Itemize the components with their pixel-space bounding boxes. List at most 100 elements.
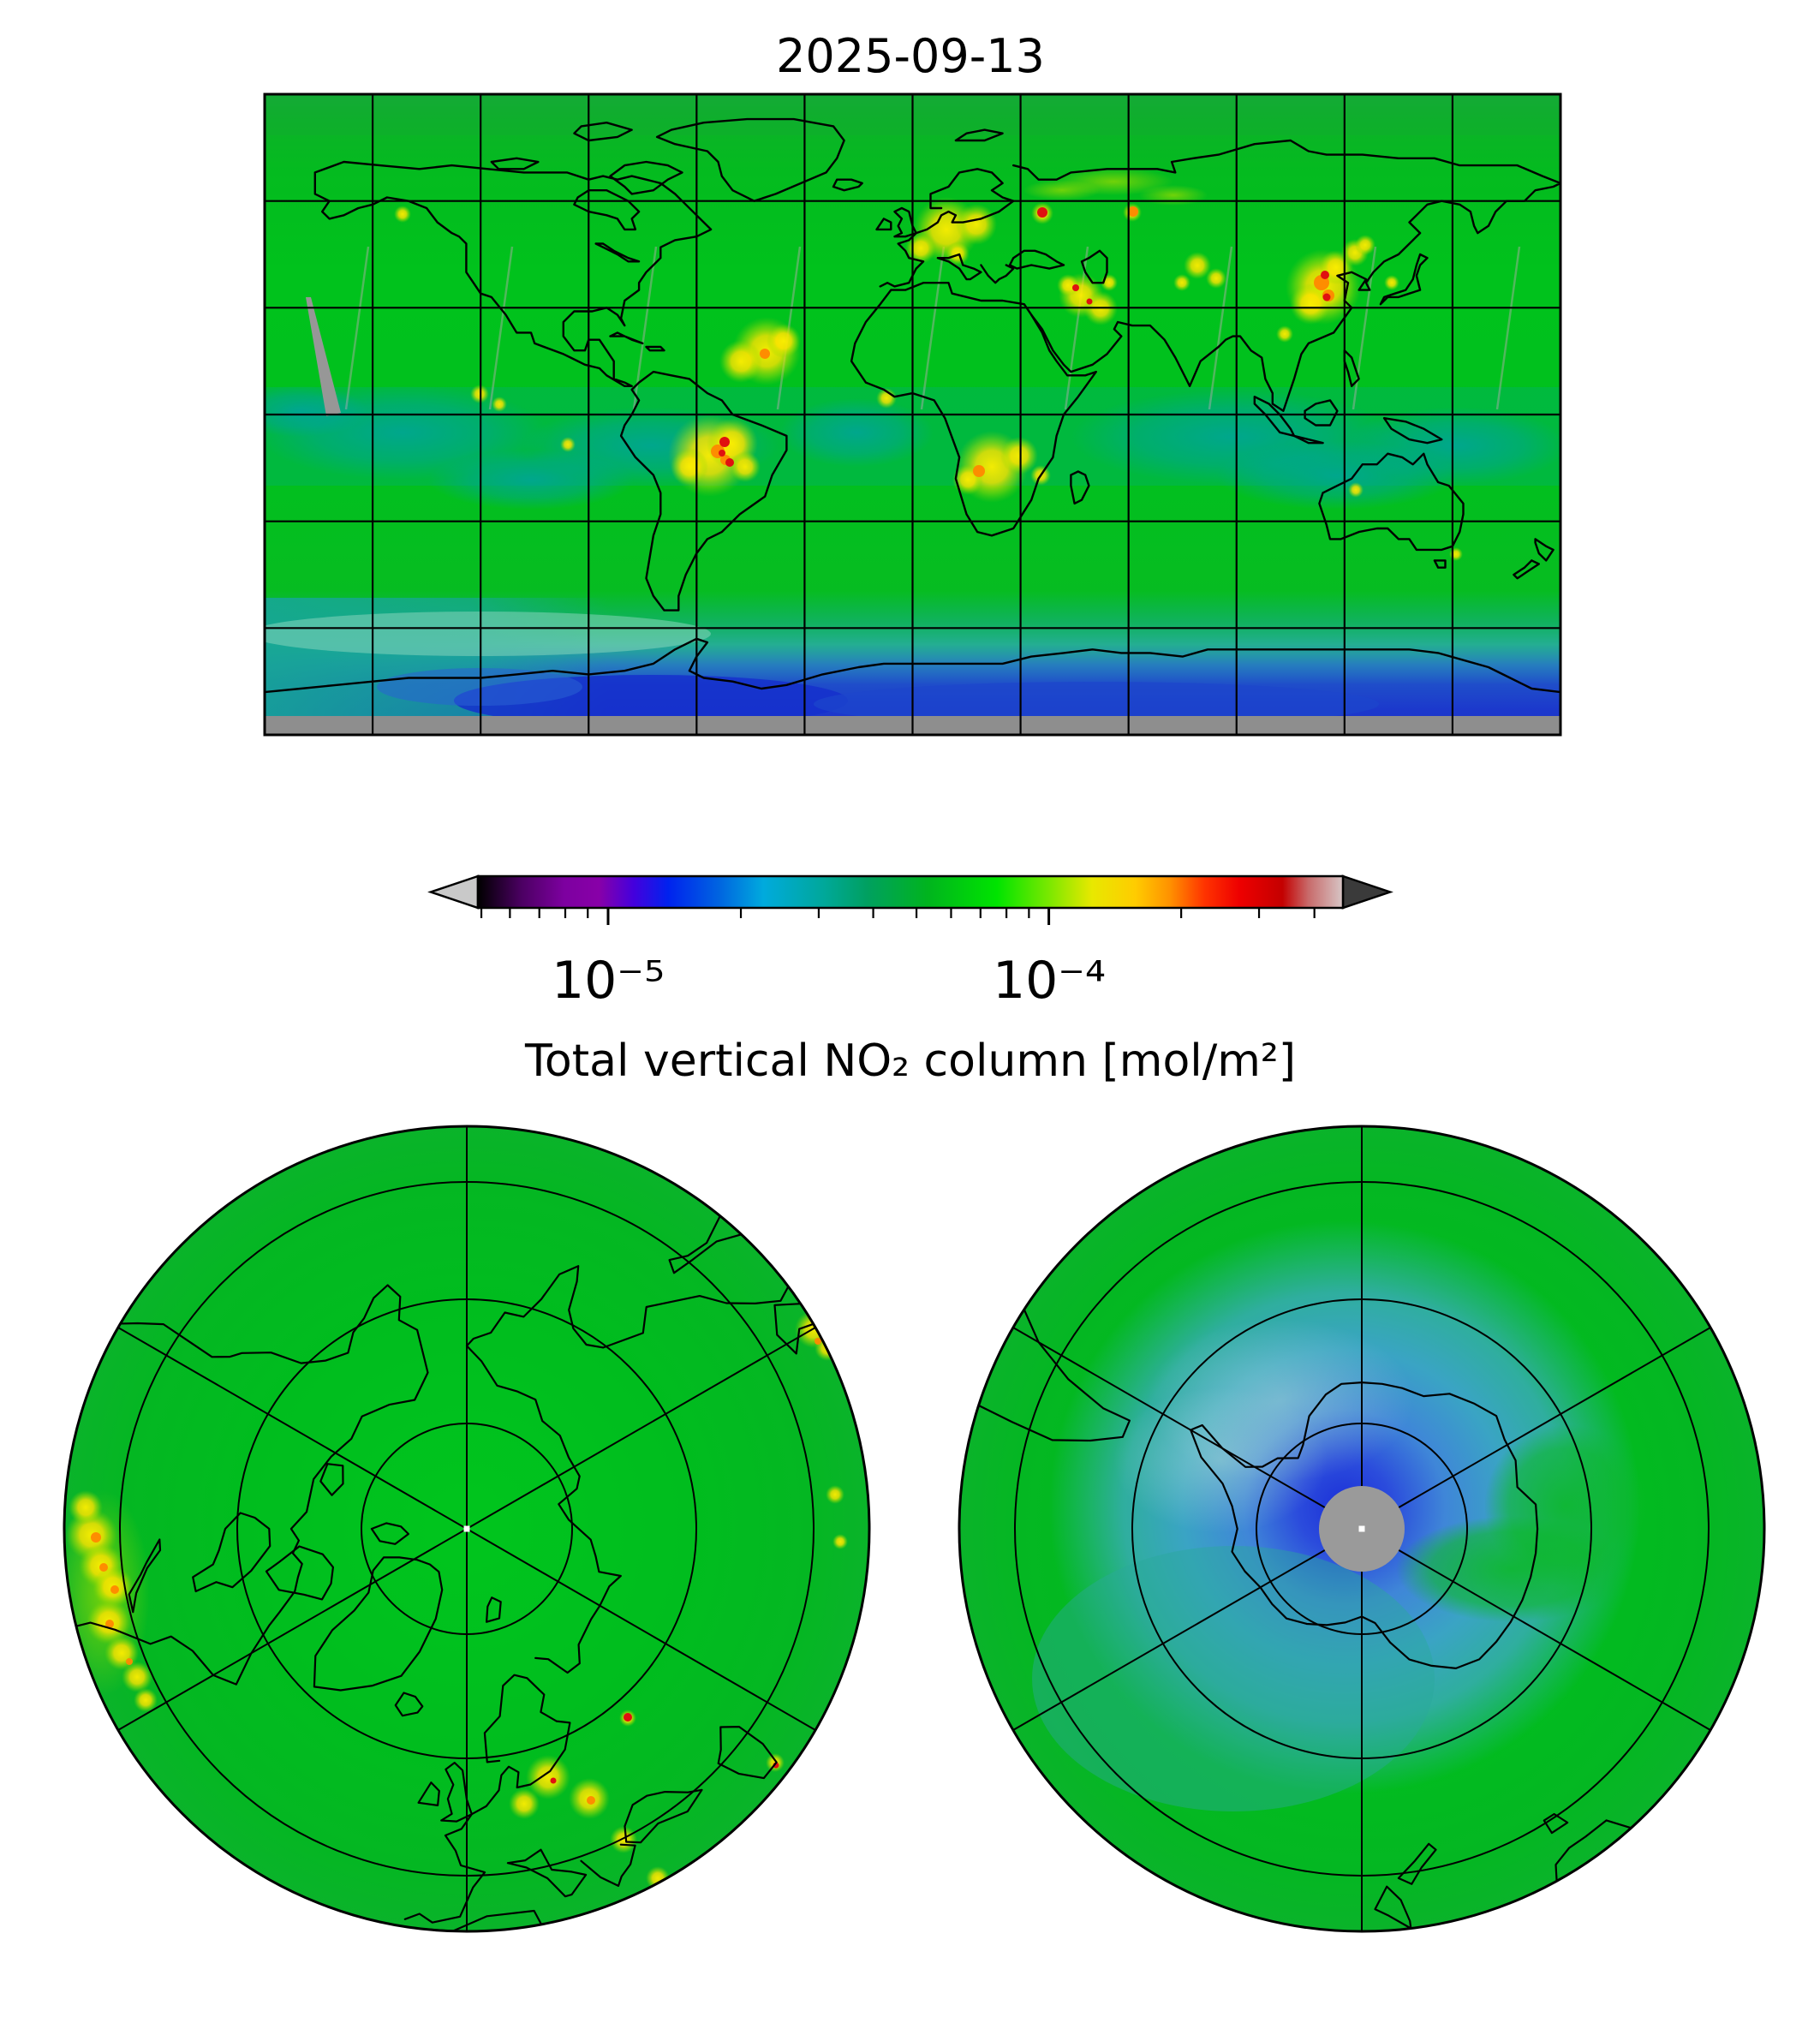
hotspot-red <box>1072 284 1079 291</box>
coastline-path <box>1513 559 1540 580</box>
coastline-path <box>594 242 641 263</box>
coastline-path <box>1382 417 1443 445</box>
hotspot-orange <box>1128 206 1138 217</box>
hotspot-red <box>550 1777 557 1784</box>
coastline-path <box>192 1512 272 1593</box>
coastline-path <box>490 157 540 170</box>
coastline-path <box>832 178 863 192</box>
hotspots-global <box>394 168 1463 561</box>
colorbar: 10⁻⁵ 10⁻⁴ Total vertical NO₂ column [mol… <box>427 874 1393 1087</box>
coastline-path <box>655 117 845 202</box>
hotspot-orange <box>99 1563 108 1572</box>
green-tongue <box>1484 1424 1647 1587</box>
hotspot-orange <box>91 1532 101 1543</box>
hotspot-yellow <box>826 1485 844 1504</box>
coastline-path <box>1433 559 1447 569</box>
hotspot-yellow <box>1348 482 1364 498</box>
hotspot-orange <box>126 1658 133 1665</box>
coastline-path <box>1397 1842 1437 1885</box>
hotspot-yellow <box>832 1534 848 1549</box>
pale-cyan-band <box>265 612 711 656</box>
hotspot-yellow <box>1290 283 1331 325</box>
coastline-path <box>580 1843 636 1887</box>
missing-orbit-sliver <box>306 297 341 416</box>
coastline-path <box>486 1596 502 1623</box>
hotspot-yellow <box>1449 547 1463 561</box>
coastline-path <box>850 282 1097 537</box>
coastline-path <box>1534 538 1554 562</box>
coastline-path <box>1070 470 1090 505</box>
teal-patch <box>428 450 634 510</box>
teal-patch <box>779 398 934 467</box>
coastline-path <box>313 1556 444 1692</box>
south-pole-dot <box>1358 1525 1365 1532</box>
hotspot-yellow <box>767 324 801 358</box>
coastline-path <box>936 253 982 281</box>
colorbar-under-arrow <box>427 874 480 910</box>
coastline-path <box>619 370 788 612</box>
hotspot-red <box>1037 207 1047 218</box>
coastline-path <box>609 160 683 195</box>
hotspot-yellow <box>492 397 507 412</box>
teal-patch <box>265 385 368 437</box>
coastline-path <box>1374 1885 1412 1930</box>
coastline-path <box>875 218 892 231</box>
coastline-path <box>394 1692 424 1717</box>
hotspot-yellow <box>1000 437 1038 474</box>
hotspot-yellow <box>946 242 970 266</box>
hotspot-yellow <box>134 1688 158 1712</box>
pale-arc <box>1113 1387 1328 1533</box>
seam-line <box>344 246 370 410</box>
coastline-path <box>1304 399 1339 427</box>
coastline-path <box>417 1781 440 1806</box>
colorbar-bar <box>476 874 1345 910</box>
hotspot-yellow <box>1355 235 1375 255</box>
coastline-path <box>1379 253 1429 306</box>
hotspot-yellow <box>671 448 708 486</box>
coastline-path <box>64 1284 429 1686</box>
coastline-path <box>1012 139 1560 412</box>
coastline-path <box>319 1463 344 1496</box>
hotspot-red <box>1086 298 1093 305</box>
hotspot-yellow <box>69 1490 103 1525</box>
coastline-path <box>624 1788 703 1844</box>
hotspot-red <box>1322 293 1331 301</box>
hotspot-red <box>624 1713 632 1722</box>
hotspot-orange <box>760 349 770 359</box>
coastline-path <box>1292 434 1324 445</box>
hotspot-yellow <box>394 206 411 223</box>
hotspot-yellow <box>725 1917 745 1931</box>
colorbar-axis-label: Total vertical NO₂ column [mol/m²] <box>524 1035 1296 1087</box>
hotspot-yellow <box>730 451 761 482</box>
coastline-path <box>506 1848 588 1898</box>
colorbar-over-arrow <box>1341 874 1393 910</box>
hotspot-red <box>725 458 734 467</box>
figure-title: 2025-09-13 <box>776 29 1045 83</box>
coastline-path <box>265 1545 334 1601</box>
coastline-path <box>128 1538 162 1614</box>
hotspot-red <box>719 450 725 457</box>
hotspot-orange <box>110 1585 119 1594</box>
teal-lobe <box>1032 1546 1435 1811</box>
north-polar-border <box>63 1125 871 1933</box>
yellow-green-streak <box>1023 180 1101 200</box>
coastline-path <box>573 122 633 142</box>
coastline-path <box>980 264 1015 284</box>
seam-line <box>488 246 514 410</box>
coastline-path <box>879 168 1015 288</box>
hotspot-yellow <box>1384 275 1399 290</box>
hotspots-north <box>64 1310 848 1931</box>
hotspot-yellow <box>470 385 489 403</box>
hotspot-yellow <box>719 340 762 383</box>
hotspot-yellow <box>122 1662 152 1692</box>
seam-line <box>632 246 658 410</box>
coastline-path <box>370 1522 409 1545</box>
coastline-path <box>1008 249 1065 270</box>
coastline-path <box>609 331 644 345</box>
coastline-path <box>403 1674 571 1924</box>
south-polar-panel <box>958 1125 1766 1933</box>
hotspot-yellow <box>1206 268 1226 289</box>
colorbar-tick-label-1e-4: 10⁻⁴ <box>993 951 1106 1011</box>
blue-patch <box>377 668 582 706</box>
global-map-panel <box>263 92 1562 737</box>
